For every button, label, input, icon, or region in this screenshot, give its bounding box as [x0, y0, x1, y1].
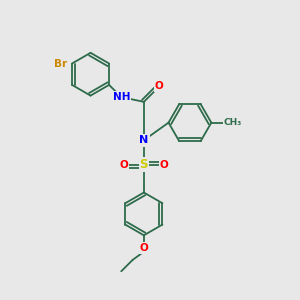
Text: O: O [160, 160, 168, 170]
Text: S: S [140, 158, 148, 171]
Text: NH: NH [113, 92, 130, 102]
Text: CH₃: CH₃ [224, 118, 242, 127]
Text: O: O [155, 81, 164, 91]
Text: O: O [119, 160, 128, 170]
Text: O: O [140, 243, 148, 253]
Text: N: N [139, 136, 148, 146]
Text: Br: Br [54, 58, 67, 68]
